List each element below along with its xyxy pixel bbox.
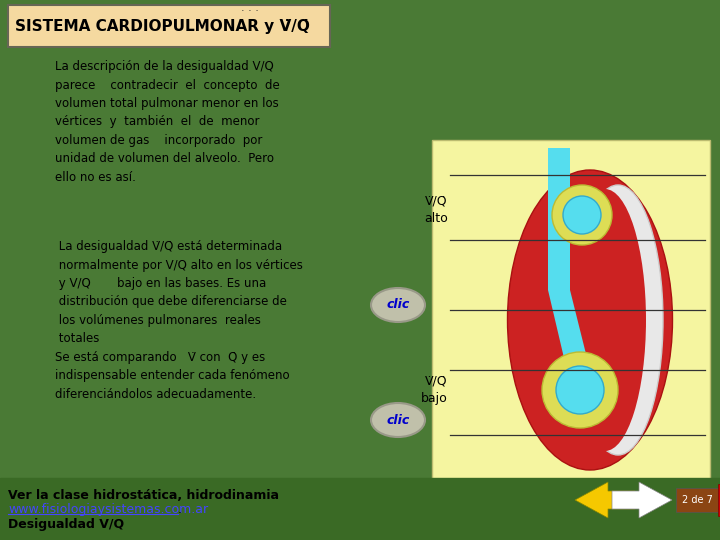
Polygon shape xyxy=(612,482,672,518)
Polygon shape xyxy=(575,482,635,518)
Circle shape xyxy=(563,196,601,234)
Text: 2 de 7: 2 de 7 xyxy=(682,495,712,505)
Ellipse shape xyxy=(371,288,425,322)
Ellipse shape xyxy=(508,170,672,470)
Bar xyxy=(718,484,720,516)
Circle shape xyxy=(556,366,604,414)
Ellipse shape xyxy=(371,403,425,437)
Text: Desigualdad V/Q: Desigualdad V/Q xyxy=(8,518,124,531)
Text: V̇/Q̇
alto: V̇/Q̇ alto xyxy=(424,195,448,225)
Polygon shape xyxy=(548,290,590,375)
Bar xyxy=(676,488,718,512)
Text: www.fisiologiaysistemas.com.ar: www.fisiologiaysistemas.com.ar xyxy=(8,503,208,516)
Ellipse shape xyxy=(564,189,646,451)
Ellipse shape xyxy=(573,185,663,455)
FancyBboxPatch shape xyxy=(8,5,330,47)
Text: SISTEMA CARDIOPULMONAR y V̇/Q̇: SISTEMA CARDIOPULMONAR y V̇/Q̇ xyxy=(15,18,310,33)
Circle shape xyxy=(552,185,612,245)
Bar xyxy=(0,478,720,540)
Polygon shape xyxy=(568,370,592,390)
Text: . . .: . . . xyxy=(241,3,259,13)
Text: clic: clic xyxy=(387,414,410,427)
Text: .: . xyxy=(178,503,182,516)
Text: Ver la clase hidrostática, hidrodinamia: Ver la clase hidrostática, hidrodinamia xyxy=(8,489,279,502)
FancyBboxPatch shape xyxy=(432,140,710,500)
Text: V̇/Q̇
bajo: V̇/Q̇ bajo xyxy=(421,375,448,405)
Polygon shape xyxy=(548,148,570,290)
Text: clic: clic xyxy=(387,299,410,312)
Circle shape xyxy=(542,352,618,428)
Text: La desigualdad V̇/Q̇ está determinada
 normalmente por V/Q alto en los vértices
: La desigualdad V̇/Q̇ está determinada no… xyxy=(55,240,303,401)
Text: La descripción de la desigualdad V/Q
parece    contradecir  el  concepto  de
vol: La descripción de la desigualdad V/Q par… xyxy=(55,60,280,184)
